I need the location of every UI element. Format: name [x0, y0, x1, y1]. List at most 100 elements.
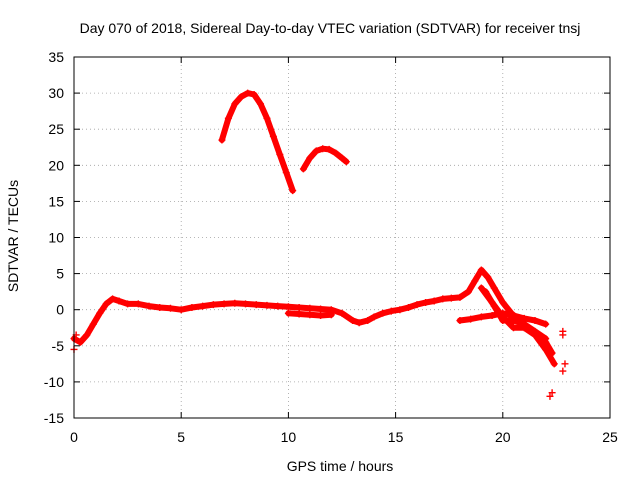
data-point [456, 293, 464, 301]
data-point [396, 306, 404, 314]
x-tick-label: 20 [495, 429, 511, 445]
y-tick-labels: -15 -10 -5 0 5 10 15 20 25 30 35 [44, 49, 64, 426]
data-point [542, 335, 550, 343]
data-point [546, 392, 554, 400]
x-tick-label: 10 [281, 429, 297, 445]
data-point [482, 288, 490, 296]
y-tick-label: 20 [48, 157, 64, 173]
series-arc-branch-c [482, 288, 550, 343]
data-point [83, 331, 91, 339]
series-outliers [70, 327, 569, 400]
data-point [317, 305, 325, 313]
data-point [550, 360, 558, 368]
data-point [220, 300, 228, 308]
data-point [422, 298, 430, 306]
data-point [364, 317, 372, 325]
data-point [531, 327, 539, 335]
data-point [548, 389, 556, 397]
data-point [510, 324, 518, 332]
x-tick-label: 15 [388, 429, 404, 445]
data-point [274, 302, 282, 310]
data-point [338, 154, 346, 162]
series-line [218, 90, 296, 194]
y-tick-label: -10 [44, 374, 64, 390]
data-point [332, 149, 340, 157]
data-point [319, 145, 327, 153]
data-point [559, 367, 567, 375]
data-point [156, 304, 164, 312]
data-point [471, 277, 479, 285]
data-point [166, 304, 174, 312]
data-point [109, 295, 117, 303]
series-arc-flat [284, 309, 335, 319]
data-point [342, 158, 350, 166]
data-point [242, 300, 250, 308]
x-tick-label: 0 [70, 429, 78, 445]
data-point [499, 317, 507, 325]
data-point [499, 298, 507, 306]
data-point [559, 331, 567, 339]
data-point [317, 311, 325, 319]
data-point [124, 300, 132, 308]
data-point [430, 297, 438, 305]
data-point [282, 169, 290, 177]
axis-ticks [73, 56, 611, 419]
data-point [542, 320, 550, 328]
data-point [257, 100, 265, 108]
data-point [188, 304, 196, 312]
data-point [477, 266, 485, 274]
data-point [244, 89, 252, 97]
data-point [561, 360, 569, 368]
data-point [89, 320, 97, 328]
data-point [387, 307, 395, 315]
data-point [252, 301, 260, 309]
data-point [520, 320, 528, 328]
data-point [349, 317, 357, 325]
y-tick-label: 10 [48, 230, 64, 246]
data-point [370, 313, 378, 321]
data-point [379, 309, 387, 317]
y-axis-label: SDTVAR / TECUs [5, 180, 21, 292]
data-point [306, 311, 314, 319]
data-point [284, 309, 292, 317]
data-point [306, 154, 314, 162]
data-point [338, 309, 346, 317]
series-arc-main [70, 266, 556, 357]
data-point [404, 304, 412, 312]
y-tick-label: 25 [48, 121, 64, 137]
data-point [312, 147, 320, 155]
x-tick-label: 5 [177, 429, 185, 445]
data-point [488, 311, 496, 319]
gridlines [74, 57, 610, 418]
data-point [531, 317, 539, 325]
series-arc-high-1 [218, 89, 297, 195]
data-point [439, 295, 447, 303]
y-tick-label: -5 [52, 338, 65, 354]
data-point [276, 150, 284, 158]
data-point [209, 301, 217, 309]
data-point [177, 306, 185, 314]
data-point [295, 304, 303, 312]
data-point [289, 187, 297, 195]
data-point [467, 315, 475, 323]
data-point [456, 317, 464, 325]
data-point [134, 300, 142, 308]
data-point [269, 132, 277, 140]
data-point [76, 338, 84, 346]
data-point [464, 288, 472, 296]
data-point [263, 301, 271, 309]
data-point [231, 299, 239, 307]
series-arc-high-2 [299, 145, 350, 173]
plot-frame [73, 56, 611, 419]
y-tick-label: 30 [48, 85, 64, 101]
data-series [70, 89, 569, 400]
data-point [306, 304, 314, 312]
y-tick-label: 15 [48, 193, 64, 209]
data-point [325, 145, 333, 153]
y-tick-label: -15 [44, 410, 64, 426]
data-point [102, 300, 110, 308]
y-tick-label: 0 [56, 302, 64, 318]
data-point [284, 303, 292, 311]
data-point [218, 136, 226, 144]
